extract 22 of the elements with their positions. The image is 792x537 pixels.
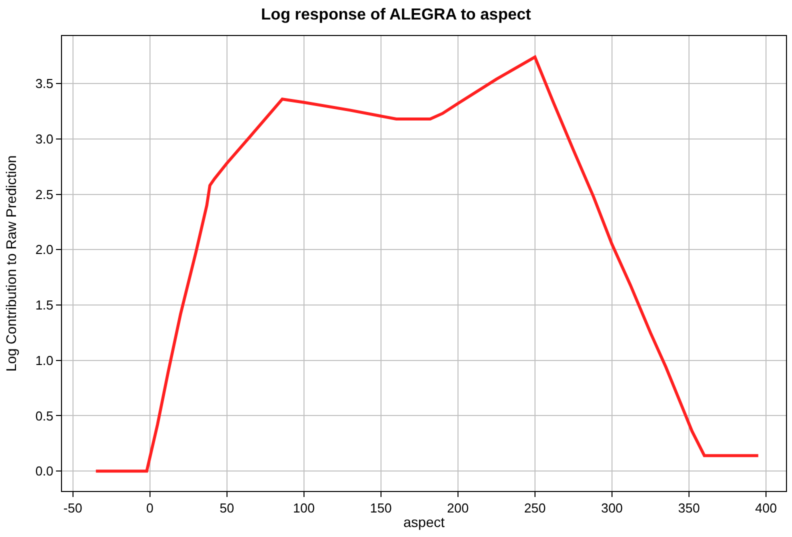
x-tick-label: -50 [63,500,82,516]
chart-title: Log response of ALEGRA to aspect [261,6,532,24]
x-tick-label: 300 [601,500,623,516]
x-tick-label: 200 [447,500,469,516]
y-tick-label: 2.0 [35,242,54,258]
x-tick-label: 0 [146,500,154,516]
y-tick-label: 0.0 [35,464,54,479]
x-tick-label: 400 [755,500,777,516]
y-tick-label: 1.0 [35,352,54,368]
y-axis-title: Log Contribution to Raw Prediction [2,155,19,372]
x-tick-label: 250 [524,500,546,516]
y-tick-label: 2.5 [35,186,54,202]
x-tick-label: 350 [678,500,700,516]
y-tick-label: 1.5 [35,298,54,313]
y-tick-label: 0.5 [35,408,54,424]
x-tick-label: 150 [370,500,392,516]
y-tick-label: 3.0 [35,132,54,147]
x-tick-label: 100 [293,500,315,516]
line-series [94,56,760,473]
y-tick-label: 3.5 [35,76,54,92]
x-tick-label: 50 [220,500,234,516]
x-axis-title: aspect [403,514,445,530]
